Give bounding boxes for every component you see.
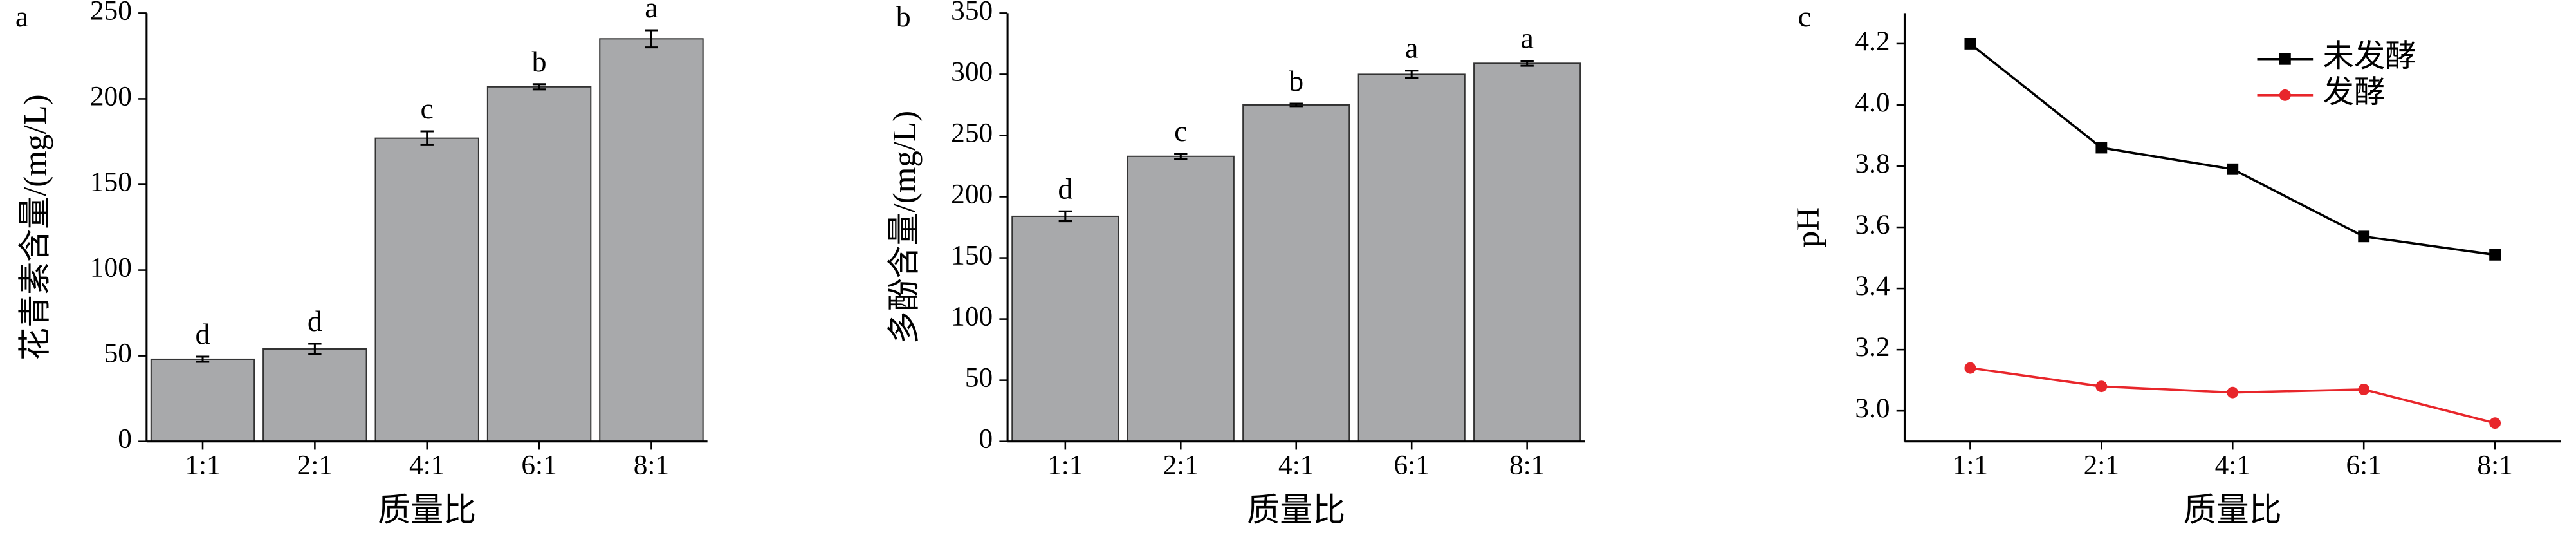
- bar: [599, 38, 704, 442]
- x-tick-label: 2:1: [297, 449, 333, 480]
- y-tick-label: 4.2: [1855, 26, 1890, 57]
- y-tick-label: 3.4: [1855, 270, 1890, 301]
- y-tick-label: 0: [118, 424, 132, 455]
- bar: [1011, 215, 1119, 442]
- bar: [1127, 155, 1235, 442]
- x-tick-label: 4:1: [1278, 449, 1314, 480]
- y-axis-label: pH: [1790, 207, 1826, 247]
- bar: [1357, 73, 1466, 442]
- x-tick-label: 2:1: [2084, 449, 2119, 480]
- bar: [1242, 104, 1350, 442]
- legend-label: 发酵: [2323, 75, 2385, 109]
- marker: [2358, 383, 2370, 395]
- significance-label: d: [196, 317, 210, 350]
- y-tick-label: 200: [951, 178, 993, 209]
- y-tick-label: 250: [951, 117, 993, 148]
- y-tick-label: 3.0: [1855, 393, 1890, 424]
- significance-label: d: [1058, 172, 1072, 205]
- x-tick-label: 1:1: [185, 449, 220, 480]
- x-tick-label: 6:1: [521, 449, 557, 480]
- marker: [2227, 386, 2239, 399]
- legend-marker: [2279, 53, 2291, 65]
- y-tick-label: 3.6: [1855, 209, 1890, 240]
- y-tick-label: 50: [965, 362, 993, 393]
- marker: [2358, 230, 2370, 243]
- x-tick-label: 1:1: [1047, 449, 1083, 480]
- significance-label: a: [1520, 21, 1533, 54]
- marker: [2095, 380, 2108, 393]
- legend-marker: [2279, 89, 2291, 101]
- significance-label: d: [308, 305, 322, 337]
- x-tick-label: 6:1: [1394, 449, 1430, 480]
- marker: [2489, 249, 2501, 261]
- x-axis-label: 质量比: [1247, 493, 1345, 529]
- panel-label: a: [15, 0, 28, 33]
- significance-label: c: [421, 92, 434, 125]
- y-axis-label: 多酚含量/(mg/L): [887, 111, 923, 344]
- significance-label: a: [645, 0, 658, 24]
- y-tick-label: 3.2: [1855, 332, 1890, 362]
- y-tick-label: 100: [951, 301, 993, 332]
- y-tick-label: 350: [951, 0, 993, 26]
- marker: [1964, 362, 1976, 374]
- y-tick-label: 150: [90, 166, 132, 197]
- x-axis-label: 质量比: [2184, 493, 2282, 529]
- y-tick-label: 3.8: [1855, 148, 1890, 179]
- marker: [2227, 163, 2239, 175]
- y-tick-label: 4.0: [1855, 87, 1890, 118]
- significance-label: b: [532, 45, 547, 78]
- significance-label: c: [1174, 115, 1187, 147]
- x-tick-label: 8:1: [1509, 449, 1545, 480]
- x-tick-label: 6:1: [2346, 449, 2382, 480]
- x-tick-label: 8:1: [2477, 449, 2512, 480]
- legend-label: 未发酵: [2323, 39, 2416, 73]
- y-tick-label: 250: [90, 0, 132, 26]
- bar: [486, 86, 592, 442]
- bar: [374, 137, 479, 442]
- bar: [150, 358, 255, 442]
- significance-label: b: [1289, 64, 1303, 97]
- y-tick-label: 50: [104, 338, 132, 369]
- x-axis-label: 质量比: [378, 493, 476, 529]
- y-tick-label: 100: [90, 252, 132, 283]
- panel-label: b: [896, 0, 911, 33]
- bar: [1473, 62, 1581, 442]
- x-tick-label: 4:1: [409, 449, 445, 480]
- y-tick-label: 0: [979, 424, 993, 455]
- significance-label: a: [1405, 32, 1418, 64]
- x-tick-label: 8:1: [634, 449, 669, 480]
- panel-label: c: [1798, 0, 1811, 33]
- marker: [2095, 142, 2108, 154]
- y-tick-label: 150: [951, 240, 993, 271]
- y-tick-label: 200: [90, 80, 132, 111]
- line: [1969, 42, 2496, 256]
- x-tick-label: 2:1: [1163, 449, 1199, 480]
- y-axis-label: 花青素含量/(mg/L): [17, 94, 53, 360]
- x-tick-label: 4:1: [2215, 449, 2250, 480]
- marker: [1964, 37, 1976, 50]
- marker: [2489, 417, 2501, 429]
- bar: [262, 348, 367, 442]
- y-tick-label: 300: [951, 56, 993, 87]
- x-tick-label: 1:1: [1953, 449, 1988, 480]
